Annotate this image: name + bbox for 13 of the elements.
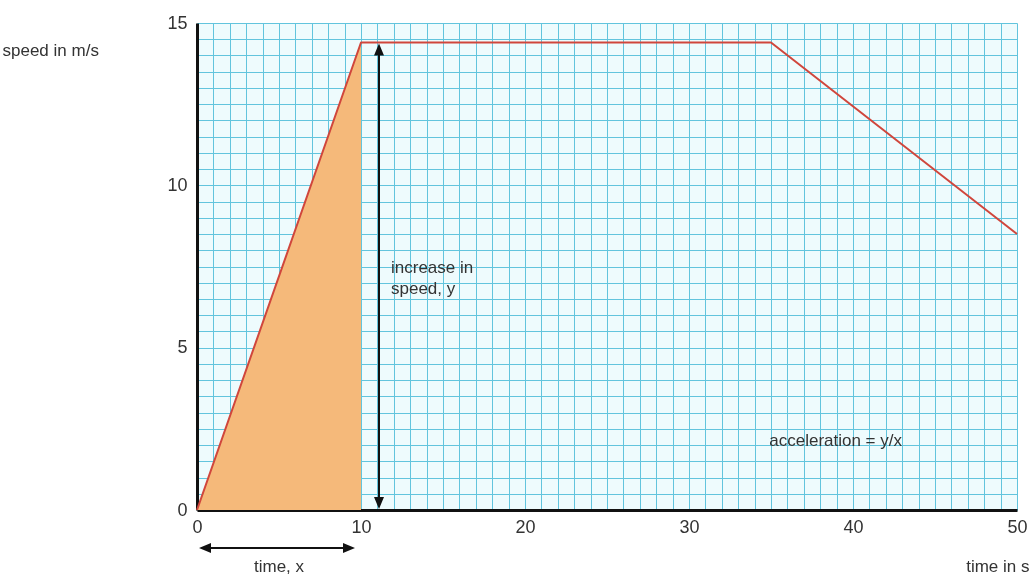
x-tick-label: 40 [843,516,864,537]
x-tick-label: 0 [192,516,203,537]
text: time, x [252,556,306,577]
x-tick-label: 50 [1007,516,1028,537]
x-tick-label: 30 [679,516,700,537]
x-axis-title: time in s [966,556,1030,576]
y-tick-label: 10 [167,174,188,195]
x-tick-label: 10 [351,516,372,537]
y-tick-label: 0 [177,499,188,520]
x-tick-label: 20 [515,516,536,537]
y-axis-title: speed in m/s [2,40,99,60]
y-tick-label: 15 [167,12,188,33]
y-tick-label: 5 [177,337,188,358]
